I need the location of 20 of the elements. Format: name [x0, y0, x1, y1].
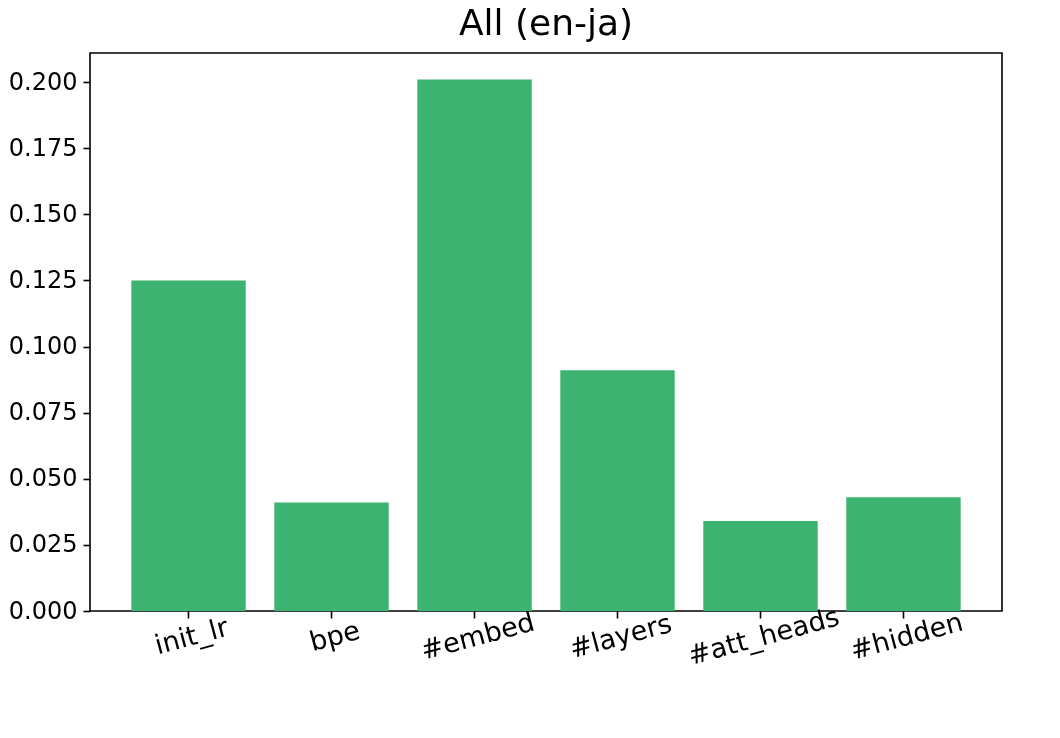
bar — [274, 502, 389, 611]
bar — [417, 79, 532, 611]
y-tick-label: 0.100 — [8, 332, 78, 361]
bar — [703, 521, 818, 611]
x-tick-label: #hidden — [846, 605, 967, 666]
y-tick-label: 0.050 — [8, 464, 78, 493]
y-tick-label: 0.175 — [8, 133, 78, 162]
chart-title: All (en-ja) — [458, 2, 634, 43]
y-tick-label: 0.150 — [8, 199, 78, 228]
bar — [560, 370, 675, 611]
x-tick-label: #layers — [566, 607, 675, 665]
y-tick-label: 0.025 — [8, 530, 78, 559]
x-tick-label: init_lr — [151, 610, 233, 661]
y-tick-label: 0.075 — [8, 398, 78, 427]
bar — [846, 497, 961, 611]
bar — [131, 280, 246, 611]
y-tick-label: 0.200 — [8, 67, 78, 96]
x-tick-label: bpe — [305, 614, 364, 658]
y-tick-label: 0.000 — [8, 596, 78, 625]
y-tick-label: 0.125 — [8, 265, 78, 294]
